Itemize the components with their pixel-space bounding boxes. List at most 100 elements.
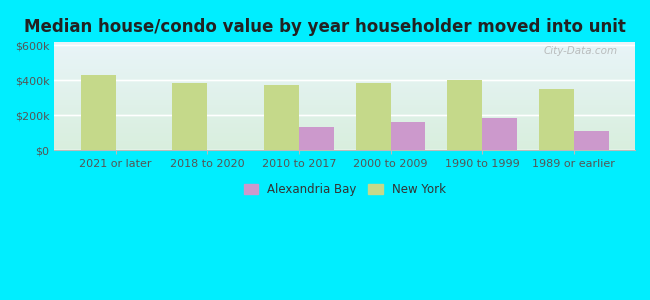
Bar [55,106,635,107]
Bar [55,143,635,144]
Bar [55,99,635,100]
Bar [55,145,635,146]
Bar [55,94,635,95]
Bar [55,124,635,125]
Bar [55,117,635,118]
Bar [356,83,391,150]
Bar [55,130,635,131]
Bar [55,44,635,45]
Bar [81,75,116,150]
Bar [55,82,635,83]
Bar [55,97,635,98]
Bar [55,147,635,148]
Bar [172,83,207,150]
Bar [55,61,635,62]
Bar [55,137,635,138]
Bar [55,54,635,55]
Bar [55,46,635,47]
Text: City-Data.com: City-Data.com [543,46,618,56]
Bar [55,65,635,66]
Bar [55,92,635,93]
Bar [55,78,635,79]
Bar [55,62,635,63]
Bar [55,110,635,111]
Bar [55,119,635,120]
Bar [55,140,635,141]
Bar [55,63,635,64]
Bar [55,91,635,92]
Bar [55,69,635,70]
Bar [55,71,635,72]
Bar [55,80,635,81]
Bar [55,138,635,139]
Bar [55,83,635,84]
Bar [55,107,635,108]
Bar [55,50,635,51]
Bar [55,85,635,86]
Bar [55,123,635,124]
Bar [55,136,635,137]
Bar [55,57,635,58]
Bar [264,85,299,150]
Bar [55,141,635,142]
Bar [574,131,608,150]
Bar [55,126,635,127]
Bar [55,90,635,91]
Text: Median house/condo value by year householder moved into unit: Median house/condo value by year househo… [24,18,626,36]
Bar [55,87,635,88]
Bar [55,118,635,119]
Bar [55,108,635,109]
Bar [55,89,635,90]
Bar [55,42,635,43]
Bar [55,142,635,143]
Bar [55,129,635,130]
Bar [55,55,635,56]
Bar [55,146,635,147]
Bar [55,76,635,77]
Bar [55,113,635,114]
Bar [55,111,635,112]
Bar [55,127,635,128]
Bar [55,58,635,59]
Bar [55,95,635,96]
Bar [55,131,635,132]
Bar [447,80,482,150]
Bar [55,139,635,140]
Bar [55,93,635,94]
Bar [55,135,635,136]
Bar [55,52,635,53]
Bar [55,49,635,50]
Bar [55,115,635,116]
Bar [55,148,635,149]
Bar [55,125,635,126]
Bar [55,112,635,113]
Bar [539,89,574,150]
Bar [55,144,635,145]
Bar [55,88,635,89]
Bar [55,100,635,101]
Bar [55,103,635,104]
Bar [55,84,635,85]
Bar [55,67,635,68]
Bar [55,149,635,150]
Bar [55,51,635,52]
Bar [55,134,635,135]
Bar [482,118,517,150]
Bar [391,122,425,150]
Bar [55,79,635,80]
Bar [55,47,635,48]
Bar [55,86,635,87]
Bar [55,122,635,123]
Bar [55,45,635,46]
Bar [55,77,635,78]
Bar [55,132,635,133]
Bar [55,101,635,102]
Bar [55,81,635,82]
Bar [55,109,635,110]
Bar [55,73,635,74]
Bar [55,74,635,75]
Bar [55,102,635,103]
Bar [55,64,635,65]
Bar [55,66,635,67]
Bar [55,60,635,61]
